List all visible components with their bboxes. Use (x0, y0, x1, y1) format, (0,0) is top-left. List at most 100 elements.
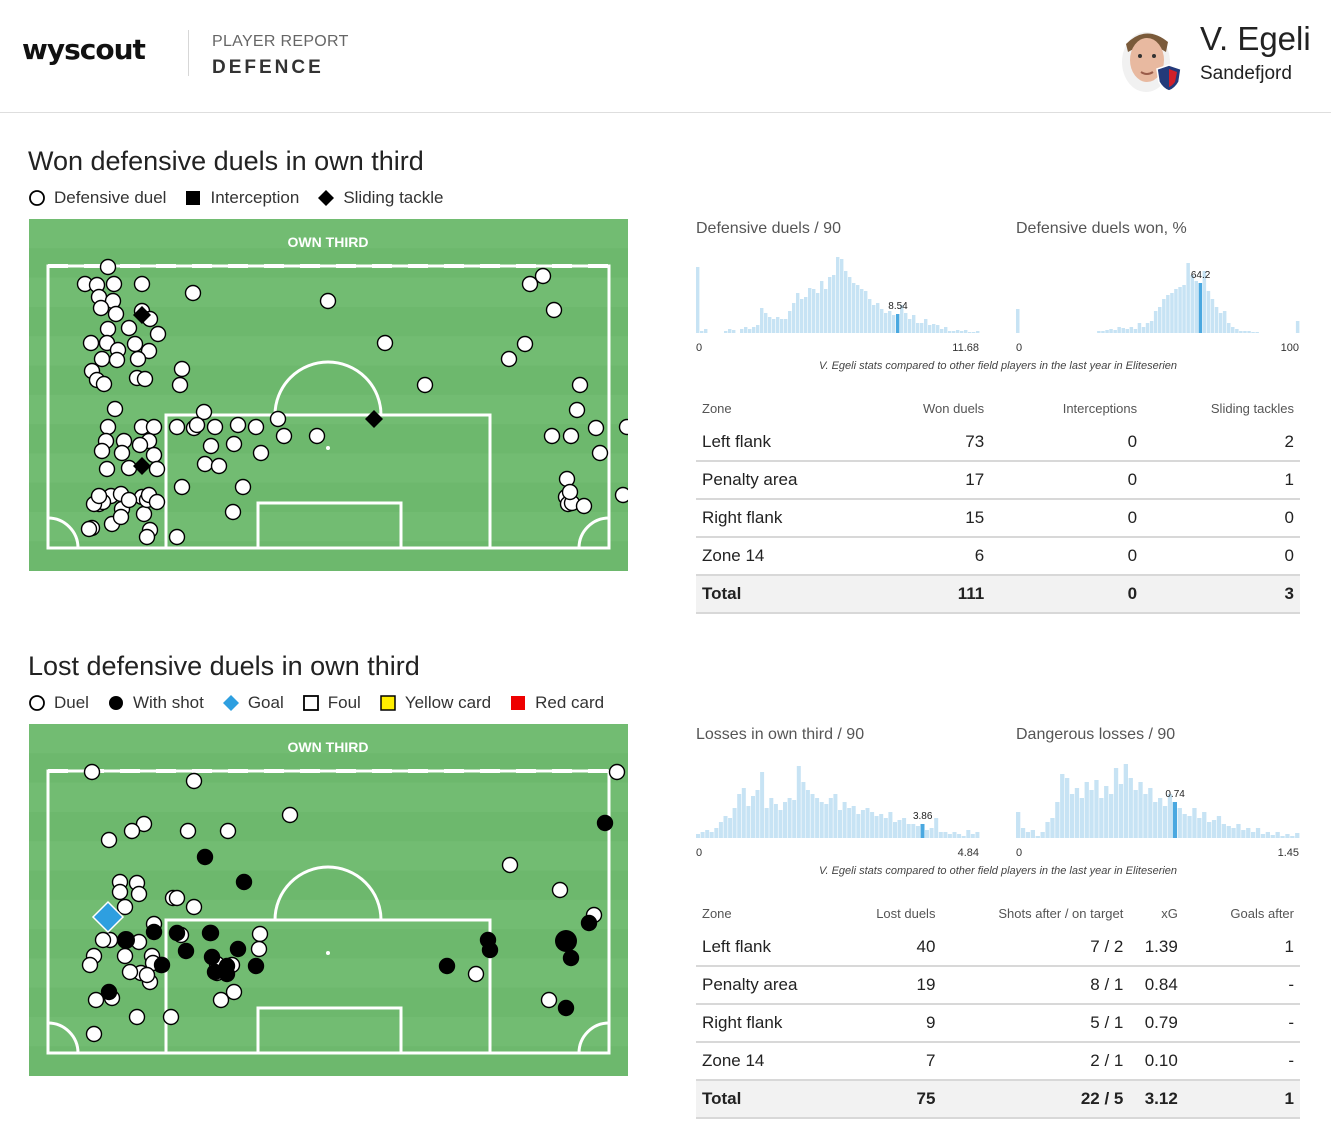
duel-marker (123, 822, 141, 840)
histogram-bar (1295, 833, 1300, 838)
histogram-bar (1285, 834, 1290, 838)
with-shot-marker (557, 999, 575, 1017)
table-cell: 1.39 (1129, 929, 1184, 967)
histogram-bar (796, 766, 801, 838)
histogram-bar (924, 319, 928, 333)
histogram-bar (948, 331, 952, 333)
histogram-bar (1239, 331, 1243, 333)
histogram-bar (764, 808, 769, 838)
column-header: Won duels (923, 401, 985, 416)
filled-square-icon (186, 191, 201, 205)
histogram-bar (808, 288, 812, 333)
defensive-duel-marker (206, 418, 224, 436)
histogram-bar (1158, 307, 1162, 333)
histogram-bar (792, 800, 797, 838)
defensive-duel-marker (82, 334, 100, 352)
histogram-bar (788, 311, 792, 333)
histogram-bar (741, 788, 746, 838)
legend-sliding-tackle: Sliding tackle (317, 188, 443, 208)
duel-marker (501, 856, 519, 874)
histogram-bar (1202, 271, 1207, 333)
table-cell: Zone 14 (696, 537, 847, 576)
histogram-bar (1113, 768, 1119, 838)
histogram-bar (1174, 289, 1178, 333)
team-crest-icon (1156, 64, 1182, 92)
histogram-bar (1231, 327, 1235, 333)
histogram-bar (1182, 285, 1186, 333)
duel-marker (130, 885, 148, 903)
legend-goal: Goal (222, 693, 284, 713)
table-cell: 0.79 (1129, 1004, 1184, 1043)
histogram-bar (915, 826, 920, 838)
histogram-bar (911, 824, 916, 838)
histogram-title: Defensive duels won, % (1016, 220, 1187, 237)
defensive-duel-marker (224, 503, 242, 521)
won-duels-table: Zone Won duels Interceptions Sliding tackle… (696, 393, 1300, 614)
histogram-bar (1133, 329, 1138, 333)
with-shot-marker (201, 924, 219, 942)
with-shot-marker (596, 814, 614, 832)
axis-min-label: 0 (696, 847, 702, 859)
histogram-bar (902, 818, 907, 838)
defensive-duel-marker (587, 419, 605, 437)
histogram-bar (1187, 816, 1192, 838)
duel-marker (135, 815, 153, 833)
histogram-bar (900, 305, 904, 333)
table-cell: 7 / 2 (941, 929, 1130, 967)
histogram-bar (1177, 808, 1182, 838)
defensive-duel-marker (269, 410, 287, 428)
red-card-icon (511, 696, 526, 710)
legend-yellow-card: Yellow card (379, 693, 491, 713)
defensive-duel-marker (120, 319, 138, 337)
histogram-bar (1207, 822, 1212, 838)
histogram-bar (1025, 832, 1031, 838)
histogram-bar (865, 808, 870, 838)
histogram-bar (1153, 311, 1158, 333)
defensive-duel-marker (168, 528, 186, 546)
histogram-bar (1194, 281, 1198, 333)
header-divider (188, 30, 189, 76)
histogram-bar (746, 806, 751, 838)
histogram-bar (1170, 293, 1174, 333)
defensive-duel-marker (107, 305, 125, 323)
histogram-bar (966, 830, 971, 838)
table-cell: 5 / 1 (941, 1004, 1130, 1043)
histogram-bar (1123, 764, 1128, 838)
table-cell: 2 / 1 (941, 1042, 1130, 1081)
player-value-label: 64.2 (1191, 270, 1211, 281)
histogram-bar (709, 832, 714, 838)
defensive-duel-marker (105, 275, 123, 293)
column-header: Interceptions (1062, 401, 1138, 416)
histogram-bar (1182, 814, 1187, 838)
lost-duels-pitch: OWN THIRD (29, 724, 628, 1076)
histogram-bar (819, 802, 824, 838)
histogram-bar (751, 796, 755, 838)
histogram-bar (1045, 822, 1050, 838)
table-cell: Zone 14 (696, 1042, 845, 1081)
with-shot-marker (580, 914, 598, 932)
player-bar (896, 314, 900, 333)
with-shot-marker (562, 949, 580, 967)
histogram-bar (810, 794, 815, 838)
histogram-bar (883, 818, 888, 838)
histogram-bar (1069, 794, 1075, 838)
histogram-bar (1251, 332, 1255, 333)
column-header: xG (1161, 906, 1178, 921)
histogram-bar (1020, 828, 1026, 838)
histogram-bar (1247, 331, 1251, 333)
table-cell: - (1183, 1042, 1300, 1081)
duel-marker (87, 991, 105, 1009)
histogram-bar (744, 327, 748, 333)
histogram-bar (1186, 263, 1190, 333)
histogram-bar (956, 330, 960, 333)
defensive-duel-marker (516, 335, 534, 353)
histogram-bar (728, 329, 732, 333)
duel-marker (111, 883, 129, 901)
legend-label: Yellow card (404, 693, 492, 712)
table-cell: 3 (1143, 575, 1300, 614)
histogram-bar (1167, 794, 1173, 838)
histogram-bar (1202, 812, 1207, 838)
histogram-bar (704, 329, 708, 333)
histogram-bar (815, 798, 820, 838)
histogram-bar (1214, 307, 1219, 333)
